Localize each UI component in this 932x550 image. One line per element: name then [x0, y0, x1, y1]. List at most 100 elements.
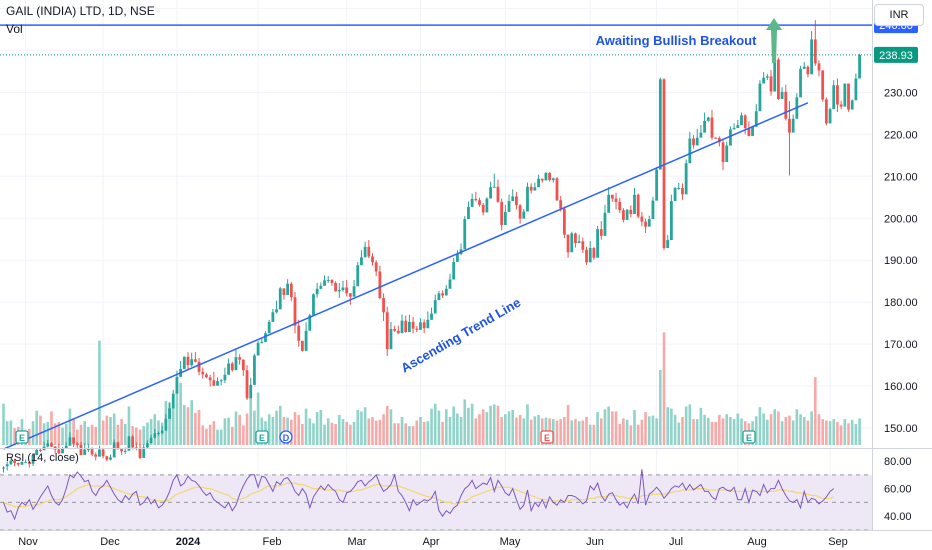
candle-body [201, 371, 205, 375]
candle-body [515, 196, 518, 206]
candle-body [105, 456, 109, 460]
candle-body [607, 194, 611, 213]
candle-body [282, 288, 286, 296]
volume-bar [382, 414, 385, 445]
candle-body [120, 449, 123, 452]
volume-bar [256, 392, 260, 445]
earnings-marker-icon[interactable]: E [255, 430, 269, 444]
volume-bar [448, 417, 452, 445]
volume-bar [109, 417, 112, 445]
candle-body [216, 381, 219, 386]
volume-bar [138, 429, 142, 445]
candle-body [271, 312, 275, 322]
volume-bar [721, 418, 725, 445]
candle-body [813, 39, 817, 64]
volume-bar [13, 428, 16, 445]
candle-body [75, 443, 79, 445]
volume-bar [326, 418, 330, 445]
earnings-marker-icon[interactable]: E [15, 430, 29, 444]
candle-body [743, 115, 747, 129]
candle-body [35, 449, 39, 455]
up-arrow-icon[interactable] [766, 18, 782, 63]
volume-bar [784, 417, 788, 445]
volume-bar [76, 429, 79, 445]
marker-shape [279, 430, 293, 444]
volume-bar [802, 417, 806, 445]
volume-bar [666, 407, 669, 445]
candle-body [304, 330, 308, 351]
earnings-marker-icon[interactable]: E [540, 430, 554, 444]
candle-body [740, 115, 743, 126]
volume-bar [515, 417, 518, 445]
ascending-trend-line[interactable] [3, 102, 809, 450]
candle-body [566, 234, 570, 253]
candle-body [157, 433, 160, 435]
volume-bar [832, 419, 836, 445]
volume-bar [481, 409, 485, 445]
dividend-marker-icon[interactable]: D [279, 430, 293, 444]
candle-body [710, 117, 714, 138]
breakout-annotation[interactable]: Awaiting Bullish Breakout [596, 33, 758, 48]
candle-body [736, 125, 740, 129]
marker-letter: E [544, 433, 550, 443]
candle-body [540, 178, 544, 181]
candle-body [588, 248, 592, 263]
candle-body [677, 188, 681, 190]
candle-body [208, 377, 212, 381]
candle-body [758, 83, 762, 112]
volume-bar [766, 419, 769, 445]
candle-body [618, 201, 622, 211]
volume-bar [533, 416, 537, 445]
candle-body [777, 59, 780, 100]
volume-bar [644, 412, 647, 445]
volume-bar [205, 428, 208, 445]
rsi-tick-label: 80.00 [884, 456, 912, 468]
price-tick-label: 150.00 [884, 423, 918, 435]
candle-body [116, 442, 120, 450]
volume-bar [230, 426, 234, 445]
volume-bar [83, 421, 86, 445]
candle-body [585, 249, 588, 263]
volume-bar [393, 423, 396, 445]
volume-bar [699, 407, 703, 445]
candle-body [695, 137, 699, 146]
volume-bar [537, 414, 540, 445]
marker-letter: E [19, 433, 25, 443]
candle-body [478, 200, 481, 205]
volume-bar [843, 419, 847, 445]
candle-body [186, 356, 190, 366]
candle-body [658, 79, 662, 170]
marker-shape [742, 430, 756, 444]
candle-body [142, 447, 146, 458]
volume-bar [706, 417, 710, 445]
candle-body [555, 178, 559, 201]
volume-bar [68, 408, 72, 445]
earnings-marker-icon[interactable]: E [742, 430, 756, 444]
candle-body [522, 211, 526, 219]
candle-body [415, 328, 419, 330]
marker-letter: E [259, 433, 265, 443]
candle-body [854, 78, 858, 101]
volume-bar [367, 418, 371, 445]
candle-body [253, 355, 256, 385]
candle-body [256, 342, 260, 356]
volume-bar [828, 421, 832, 445]
volume-bar [633, 410, 636, 445]
candle-body [799, 68, 802, 98]
candle-body [297, 325, 301, 341]
candle-body [278, 288, 282, 310]
price-tick-label: 210.00 [884, 171, 918, 183]
symbol-title[interactable]: GAIL (INDIA) LTD, 1D, NSE [6, 4, 155, 18]
candle-body [614, 198, 618, 202]
volume-bar [419, 417, 422, 445]
volume-bar [806, 420, 810, 445]
candle-body [61, 448, 64, 454]
candle-body [526, 186, 529, 212]
volume-bar [212, 421, 216, 445]
volume-bar [825, 420, 828, 445]
currency-badge[interactable]: INR [874, 4, 924, 26]
candle-body [537, 178, 540, 188]
